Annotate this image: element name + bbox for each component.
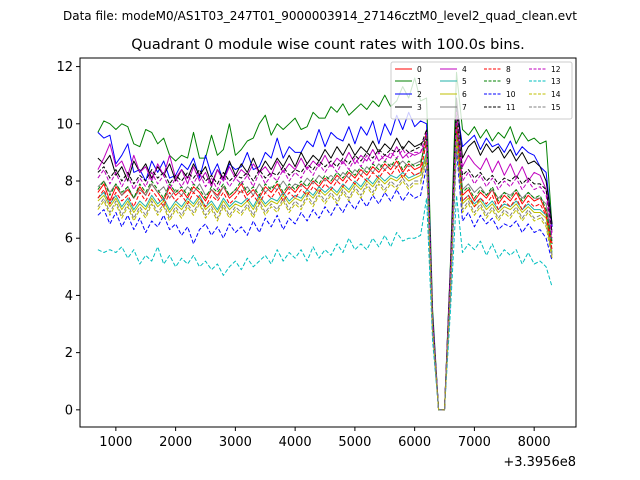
series-line-14 bbox=[97, 140, 553, 411]
y-tick-label: 8 bbox=[65, 175, 73, 190]
x-tick-label: 5000 bbox=[338, 435, 371, 450]
figure-suptitle: Data file: modeM0/AS1T03_247T01_90000039… bbox=[63, 9, 577, 23]
series-line-12 bbox=[97, 111, 553, 411]
series-line-4 bbox=[97, 117, 553, 411]
series-line-8 bbox=[97, 123, 553, 411]
x-tick-label: 6000 bbox=[398, 435, 431, 450]
x-tick-label: 3000 bbox=[219, 435, 252, 450]
legend-label-1: 1 bbox=[417, 77, 422, 86]
y-tick-label: 6 bbox=[65, 232, 73, 247]
x-axis: 1000 2000 3000 4000 5000 6000 7000 8000 bbox=[99, 427, 551, 450]
legend-label-8: 8 bbox=[506, 65, 511, 74]
legend-label-12: 12 bbox=[551, 65, 561, 74]
y-tick-label: 2 bbox=[65, 346, 73, 361]
y-tick-label: 4 bbox=[65, 289, 73, 304]
legend-label-7: 7 bbox=[462, 103, 467, 112]
legend-label-2: 2 bbox=[417, 90, 422, 99]
x-offset-label: +3.3956e8 bbox=[503, 455, 576, 470]
legend-label-6: 6 bbox=[462, 90, 467, 99]
legend-label-15: 15 bbox=[551, 103, 561, 112]
series-line-13 bbox=[97, 194, 553, 411]
y-axis: 0 2 4 6 8 10 12 bbox=[56, 60, 80, 418]
x-tick-label: 2000 bbox=[159, 435, 192, 450]
series-line-6 bbox=[97, 134, 553, 411]
x-tick-label: 8000 bbox=[518, 435, 551, 450]
legend-label-0: 0 bbox=[417, 65, 422, 74]
legend-frame bbox=[390, 61, 573, 120]
y-tick-label: 0 bbox=[65, 403, 73, 418]
axes-frame bbox=[79, 57, 577, 428]
legend-label-14: 14 bbox=[551, 90, 561, 99]
series-line-7 bbox=[97, 120, 553, 411]
legend-label-10: 10 bbox=[506, 90, 516, 99]
x-tick-label: 4000 bbox=[279, 435, 312, 450]
legend-label-3: 3 bbox=[417, 103, 422, 112]
legend-label-11: 11 bbox=[506, 103, 516, 112]
legend-label-9: 9 bbox=[506, 77, 511, 86]
series-line-10 bbox=[97, 149, 553, 411]
legend-label-4: 4 bbox=[462, 65, 467, 74]
series-line-11 bbox=[97, 106, 553, 411]
series-line-1 bbox=[97, 71, 553, 411]
y-tick-label: 10 bbox=[56, 117, 73, 132]
legend-label-5: 5 bbox=[462, 77, 467, 86]
series-layer bbox=[97, 71, 553, 411]
series-line-15 bbox=[97, 137, 553, 411]
y-tick-label: 12 bbox=[56, 60, 73, 75]
series-line-5 bbox=[97, 131, 553, 411]
chart-title: Quadrant 0 module wise count rates with … bbox=[131, 37, 525, 53]
x-tick-label: 7000 bbox=[458, 435, 491, 450]
series-line-3 bbox=[97, 97, 553, 411]
legend-label-13: 13 bbox=[551, 77, 561, 86]
series-line-9 bbox=[97, 114, 553, 411]
x-tick-label: 1000 bbox=[99, 435, 132, 450]
